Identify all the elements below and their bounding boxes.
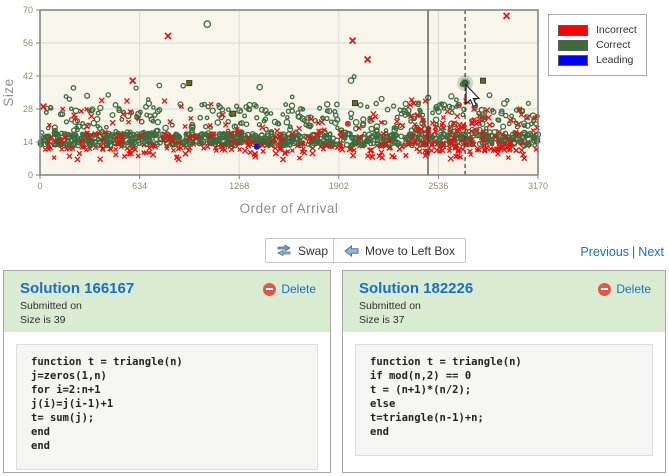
- solution-title: Solution 166167: [20, 280, 135, 297]
- delete-minus-icon: [598, 282, 612, 296]
- legend-item-incorrect: Incorrect: [558, 24, 637, 36]
- y-tick-label: 0: [28, 170, 33, 180]
- solution-panel-right-body: function t = triangle(n) if mod(n,2) == …: [343, 332, 665, 468]
- swap-button-label: Swap: [298, 243, 329, 258]
- solution-code: function t = triangle(n) j=zeros(1,n) fo…: [31, 356, 183, 452]
- x-tick-label: 634: [132, 181, 147, 191]
- next-link[interactable]: Next: [638, 245, 664, 259]
- legend-swatch: [558, 54, 588, 66]
- left-arrow-icon: [344, 244, 359, 257]
- highlighted-point[interactable]: [461, 79, 469, 87]
- code-box: function t = triangle(n) if mod(n,2) == …: [355, 344, 653, 456]
- swap-icon: [277, 244, 291, 257]
- x-tick-label: 0: [37, 181, 42, 191]
- x-tick-label: 1902: [329, 181, 349, 191]
- solution-panel-left-body: function t = triangle(n) j=zeros(1,n) fo…: [4, 332, 330, 472]
- y-tick-label: 70: [23, 5, 33, 15]
- solution-panel-right-header: Solution 182226 Submitted on Size is 37 …: [343, 271, 665, 332]
- legend-item-leading: Leading: [558, 54, 637, 66]
- legend-label: Correct: [596, 39, 631, 51]
- previous-link[interactable]: Previous: [580, 245, 630, 259]
- y-tick-label: 28: [23, 104, 33, 114]
- delete-label: Delete: [281, 282, 316, 296]
- y-tick-label: 42: [23, 71, 33, 81]
- move-to-left-box-button[interactable]: Move to Left Box: [333, 238, 467, 263]
- swap-button[interactable]: Swap: [265, 238, 340, 263]
- solution-panel-right: Solution 182226 Submitted on Size is 37 …: [342, 270, 666, 473]
- pagination: Previous | Next: [580, 245, 664, 259]
- toolbar: Swap Move to Left Box Previous | Next: [0, 236, 669, 266]
- move-button-label: Move to Left Box: [365, 243, 456, 258]
- mouse-cursor-icon: [465, 83, 481, 108]
- data-points: [37, 12, 541, 163]
- solution-size: Size is 37: [359, 314, 405, 326]
- x-tick-label: 2536: [428, 181, 448, 191]
- legend-item-correct: Correct: [558, 39, 637, 51]
- delete-button[interactable]: Delete: [263, 282, 316, 296]
- y-tick-label: 56: [23, 38, 33, 48]
- solution-panel-left-header: Solution 166167 Submitted on Size is 39 …: [4, 271, 330, 332]
- chart-legend: Incorrect Correct Leading: [548, 14, 647, 76]
- solution-submitted: Submitted on: [20, 300, 82, 312]
- chart-canvas[interactable]: 0 14 28 42 56 70 0 634 1268 1902 2536 3170 Order of …: [0, 0, 669, 230]
- solution-panel-left: Solution 166167 Submitted on Size is 39 …: [3, 270, 331, 473]
- plot-border: [39, 9, 539, 176]
- x-axis-label: Order of Arrival: [240, 201, 339, 216]
- scatter-chart[interactable]: 0 14 28 42 56 70 0 634 1268 1902 2536 3170 Order of …: [0, 0, 669, 230]
- solution-submitted: Submitted on: [359, 300, 421, 312]
- delete-button[interactable]: Delete: [598, 282, 651, 296]
- code-box: function t = triangle(n) j=zeros(1,n) fo…: [16, 344, 318, 470]
- y-axis-label: Size: [1, 78, 16, 106]
- x-tick-label: 1268: [229, 181, 249, 191]
- y-tick-label: 14: [23, 137, 33, 147]
- x-tick-label: 3170: [528, 181, 548, 191]
- solution-code: function t = triangle(n) if mod(n,2) == …: [370, 356, 522, 438]
- delete-label: Delete: [616, 282, 651, 296]
- leading-point: [253, 143, 260, 150]
- solution-size: Size is 39: [20, 314, 66, 326]
- legend-label: Leading: [596, 54, 634, 66]
- delete-minus-icon: [263, 282, 277, 296]
- legend-label: Incorrect: [596, 24, 637, 36]
- pagination-separator: |: [632, 245, 636, 259]
- legend-swatch: [558, 24, 588, 36]
- solution-title: Solution 182226: [359, 280, 474, 297]
- legend-swatch: [558, 39, 588, 51]
